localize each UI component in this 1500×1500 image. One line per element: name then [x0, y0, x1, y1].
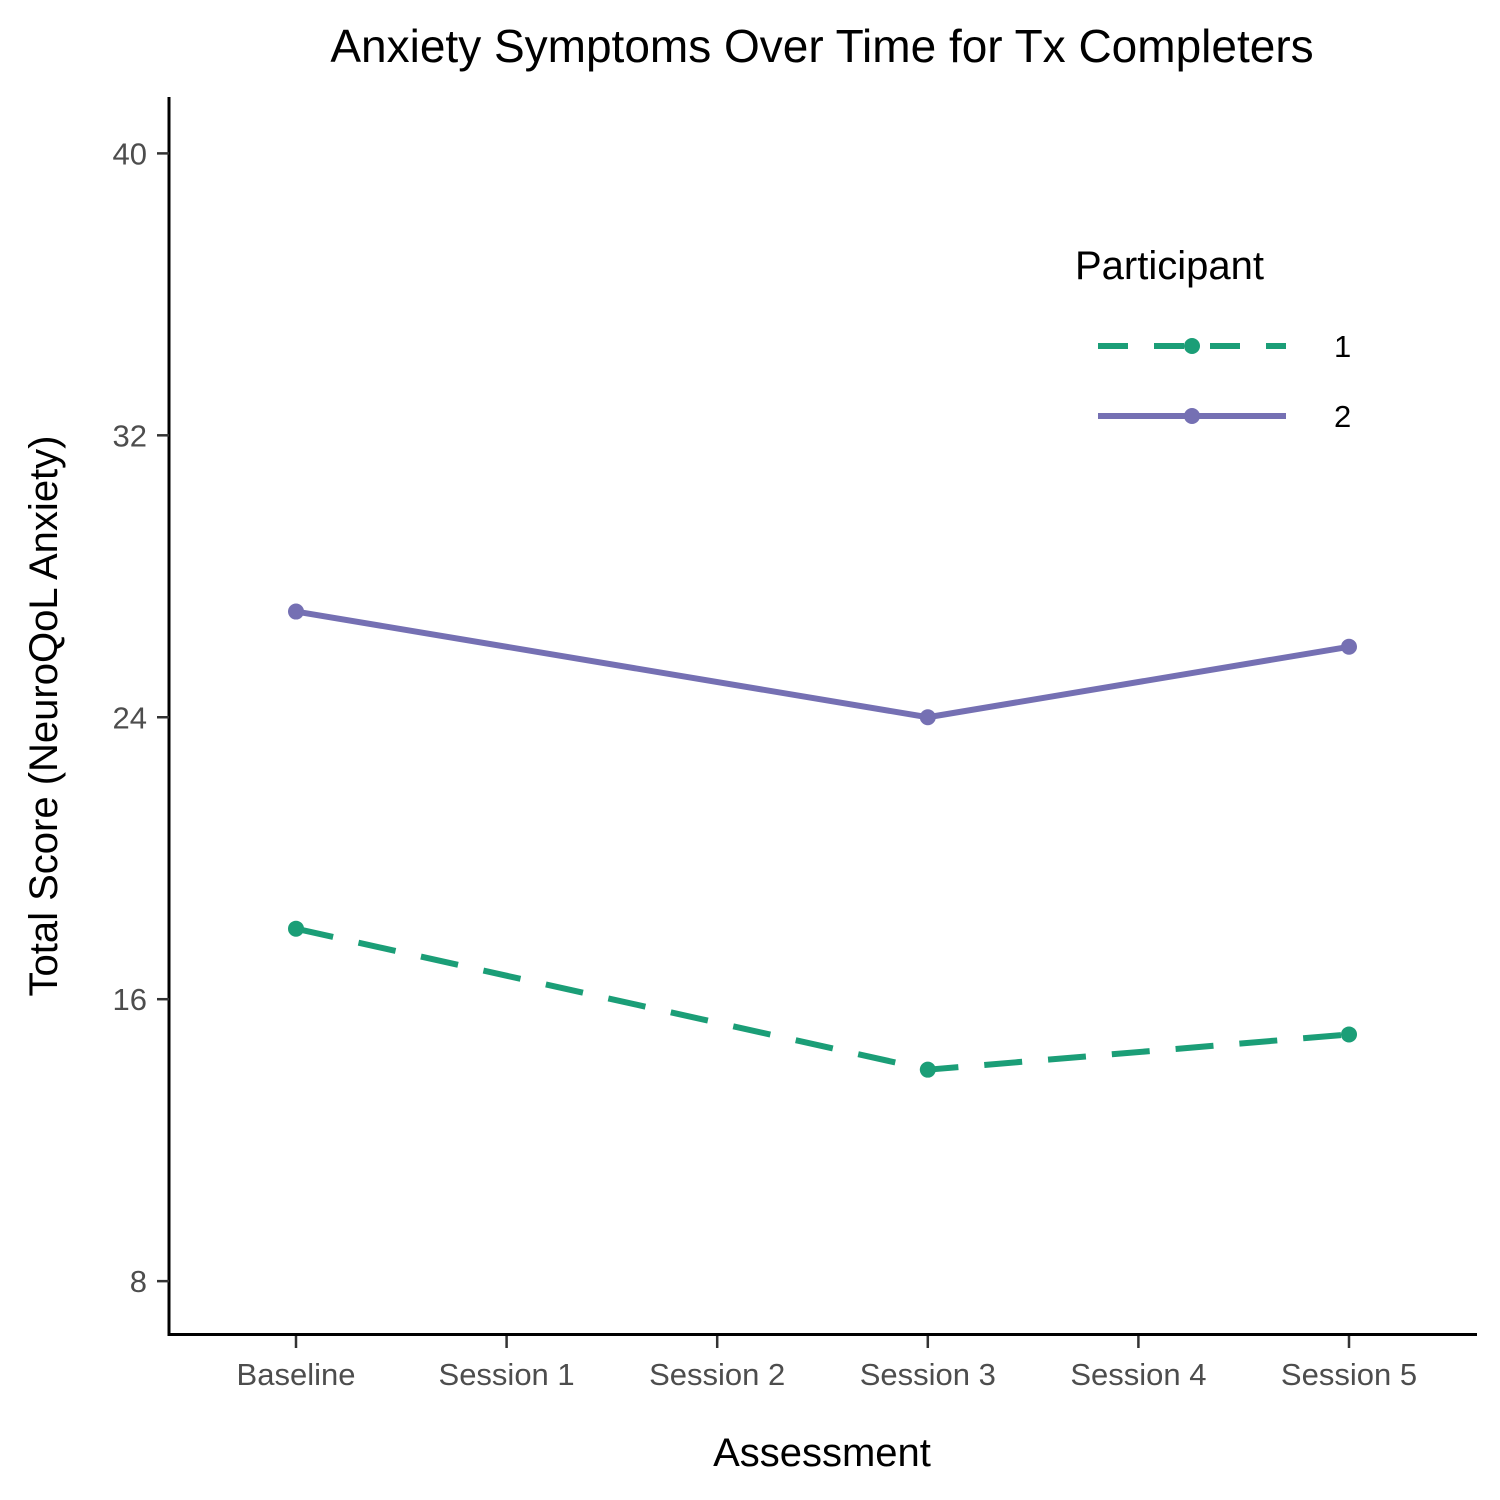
y-tick-label: 32 [113, 418, 147, 453]
data-point-2 [1341, 638, 1357, 655]
x-tick-label: Baseline [237, 1357, 356, 1392]
y-tick-label: 24 [113, 700, 147, 735]
series-line-2 [295, 608, 1350, 721]
x-tick-label: Session 4 [1070, 1357, 1206, 1392]
chart-title: Anxiety Symptoms Over Time for Tx Comple… [330, 20, 1313, 72]
series-line-1 [295, 925, 1350, 1073]
legend-title: Participant [1075, 244, 1264, 288]
data-point-1 [919, 1061, 936, 1078]
y-tick-label: 16 [113, 982, 147, 1017]
x-tick-label: Session 1 [439, 1357, 575, 1392]
legend-key-point-1 [1184, 338, 1200, 354]
legend-items: 12 [1098, 329, 1351, 434]
data-point-2 [288, 603, 304, 620]
x-tick-label: Session 3 [860, 1357, 996, 1392]
data-point-1 [1341, 1026, 1357, 1043]
y-tick-label: 40 [113, 136, 147, 171]
x-axis: Baseline Session 1 Session 2 Session 3 Sessi… [167, 1333, 1477, 1392]
legend-key-point-2 [1184, 408, 1200, 424]
legend: Participant 12 [1075, 244, 1351, 434]
data-point-1 [288, 920, 304, 937]
y-axis-title: Total Score (NeuroQoL Anxiety) [22, 436, 66, 997]
legend-label-1: 1 [1334, 329, 1351, 364]
y-tick-label: 8 [130, 1264, 147, 1299]
x-tick-label: Session 5 [1281, 1357, 1417, 1392]
x-axis-title: Assessment [713, 1431, 931, 1475]
series-layer [288, 603, 1357, 1078]
data-point-2 [919, 709, 936, 726]
x-tick-label: Session 2 [649, 1357, 785, 1392]
legend-label-2: 2 [1334, 399, 1351, 434]
y-axis: 8 16 24 32 40 [113, 97, 171, 1336]
